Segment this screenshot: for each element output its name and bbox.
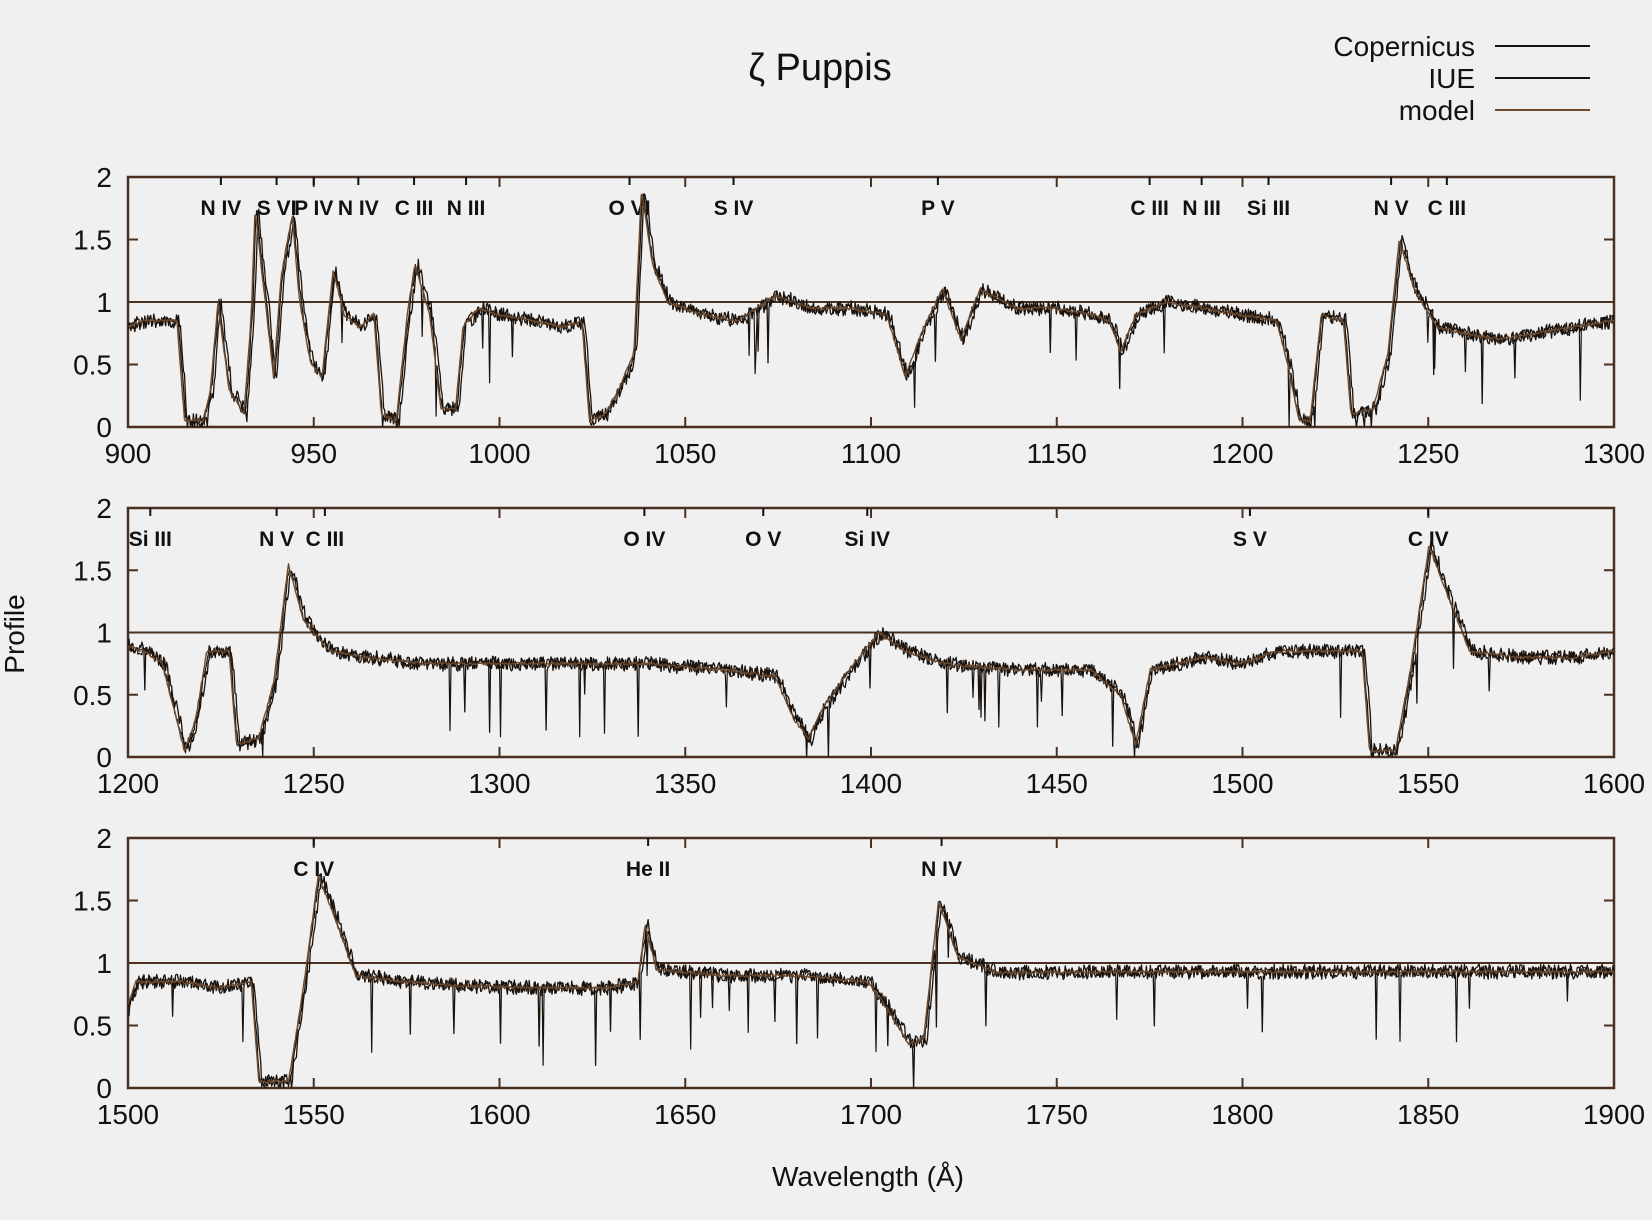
legend-entry-label: IUE: [1428, 63, 1475, 94]
legend-entry-label: Copernicus: [1333, 31, 1475, 62]
x-tick-label: 1300: [468, 768, 530, 799]
x-tick-label: 1650: [654, 1099, 716, 1130]
ion-label: N IV: [921, 858, 962, 881]
y-tick-label: 2: [96, 823, 112, 854]
x-tick-label: 900: [105, 438, 152, 469]
ion-label: Si IV: [845, 528, 891, 551]
legend-entry-label: model: [1399, 95, 1475, 126]
x-tick-label: 1750: [1026, 1099, 1088, 1130]
y-tick-label: 0: [96, 742, 112, 773]
ion-label: S IV: [714, 197, 754, 220]
x-tick-label: 1700: [840, 1099, 902, 1130]
ion-label: N III: [447, 197, 486, 220]
y-tick-label: 2: [96, 493, 112, 524]
series-line-model: [128, 546, 1614, 753]
ion-label: N V: [259, 528, 294, 551]
x-tick-label: 1150: [1027, 438, 1087, 469]
series-line-iue: [128, 541, 1614, 757]
chart-title: ζ Puppis: [748, 47, 892, 89]
ion-label: N V: [1374, 197, 1409, 220]
y-tick-label: 0: [96, 1073, 112, 1104]
series-line-model: [128, 193, 1614, 423]
x-tick-label: 1550: [283, 1099, 345, 1130]
ion-label: C III: [395, 197, 434, 220]
y-tick-label: 1: [96, 948, 112, 979]
series-line-copernicus: [128, 544, 1614, 757]
ion-label: P IV: [294, 197, 333, 220]
x-tick-label: 1100: [841, 438, 901, 469]
ion-label: C IV: [293, 858, 334, 881]
x-tick-label: 1600: [1583, 768, 1645, 799]
x-axis-label: Wavelength (Å): [772, 1161, 964, 1192]
y-tick-label: 0.5: [73, 350, 112, 381]
x-tick-label: 1350: [654, 768, 716, 799]
panel-2: 1200 1250 1300 1350 1400 1450 1500 1550 1600 0 0.5…: [73, 493, 1645, 799]
ion-label: Si III: [1247, 197, 1290, 220]
ion-label: S VI: [257, 197, 297, 220]
y-tick-label: 1: [96, 287, 112, 318]
panel-3: 1500 1550 1600 1650 1700 1750 1800 1850 1900 0 0.5…: [73, 823, 1645, 1130]
ion-label: Si III: [129, 528, 172, 551]
series-line-iue: [128, 194, 1614, 427]
x-tick-label: 1550: [1397, 768, 1459, 799]
x-tick-label: 1200: [1211, 438, 1273, 469]
x-tick-label: 1600: [468, 1099, 530, 1130]
y-axis-label: Profile: [0, 594, 30, 673]
x-tick-label: 1000: [468, 438, 530, 469]
x-tick-label: 1200: [97, 768, 159, 799]
x-tick-label: 950: [290, 438, 337, 469]
y-tick-label: 1.5: [73, 225, 112, 256]
ion-label: He II: [626, 858, 670, 881]
ion-label: P V: [921, 197, 954, 220]
series-line-copernicus: [128, 193, 1614, 427]
ion-label: O IV: [623, 528, 665, 551]
series-line-model: [128, 875, 1614, 1084]
ion-label: N III: [1182, 197, 1221, 220]
y-tick-label: 0.5: [73, 1011, 112, 1042]
panels: 900 950 1000 1050 1100 1150 1200 1250 130000.511…: [73, 162, 1645, 1130]
x-tick-label: 1850: [1397, 1099, 1459, 1130]
ion-label: C IV: [1408, 528, 1449, 551]
x-tick-label: 1450: [1026, 768, 1088, 799]
x-tick-label: 1300: [1583, 438, 1645, 469]
x-tick-label: 1800: [1211, 1099, 1273, 1130]
x-tick-label: 1500: [97, 1099, 159, 1130]
y-tick-label: 0.5: [73, 680, 112, 711]
y-tick-label: 1.5: [73, 886, 112, 917]
series-line-iue: [128, 873, 1614, 1088]
legend: Copernicus IUE model: [1333, 31, 1590, 126]
y-tick-label: 1.5: [73, 555, 112, 586]
ion-label: C III: [1130, 197, 1169, 220]
ion-label: N IV: [338, 197, 379, 220]
x-tick-label: 1250: [1397, 438, 1459, 469]
ion-label: C III: [306, 528, 345, 551]
x-tick-label: 1900: [1583, 1099, 1645, 1130]
ion-label: S V: [1233, 528, 1267, 551]
x-tick-label: 1500: [1211, 768, 1273, 799]
ion-label: N IV: [200, 197, 241, 220]
ion-label: C III: [1428, 197, 1467, 220]
x-tick-label: 1400: [840, 768, 902, 799]
y-tick-label: 0: [96, 412, 112, 443]
x-tick-label: 1250: [283, 768, 345, 799]
ion-label: O V: [745, 528, 781, 551]
x-tick-label: 1050: [654, 438, 716, 469]
y-tick-label: 2: [96, 162, 112, 193]
panel-1: 900 950 1000 1050 1100 1150 1200 1250 1300 0 0.5 1 1…: [73, 162, 1645, 469]
y-tick-label: 1: [96, 618, 112, 649]
